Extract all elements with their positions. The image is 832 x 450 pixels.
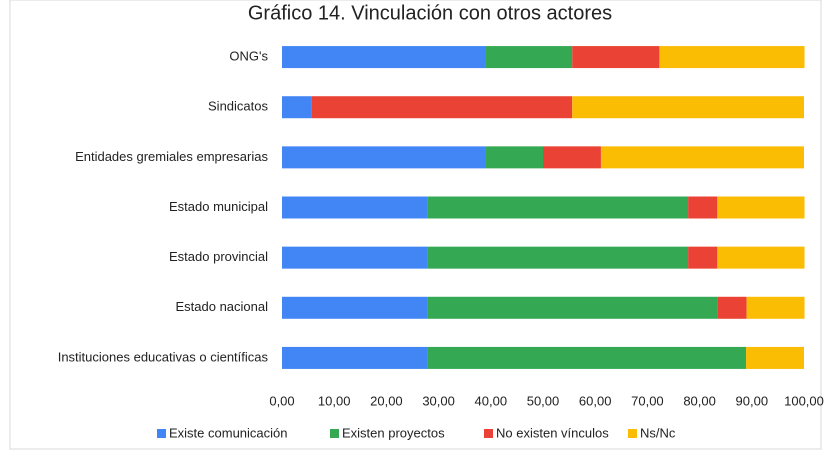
legend-swatch	[484, 429, 493, 438]
bar-segment	[485, 146, 543, 169]
bar-segment	[600, 146, 804, 169]
y-tick-label: Instituciones educativas o científicas	[58, 349, 269, 364]
bar-segment	[717, 196, 805, 219]
legend-swatch	[628, 429, 637, 438]
bar-segment	[427, 196, 689, 219]
bar-segment	[659, 46, 805, 69]
chart-title: Gráfico 14. Vinculación con otros actore…	[248, 2, 612, 24]
x-tick-label: 50,00	[527, 393, 560, 408]
bar-segment	[282, 296, 428, 319]
bar-segment	[282, 246, 428, 269]
x-tick-label: 80,00	[683, 393, 716, 408]
bar-segment	[572, 46, 660, 69]
bar-segment	[746, 346, 804, 369]
bar-segment	[427, 346, 747, 369]
bar-segment	[282, 46, 486, 69]
legend-label: Existen proyectos	[342, 425, 445, 440]
x-tick-label: 70,00	[631, 393, 664, 408]
bar-segment	[688, 246, 718, 269]
chart-frame	[9, 0, 822, 450]
bar-segment	[717, 246, 805, 269]
bar-segment	[688, 196, 718, 219]
bar-segment	[311, 96, 573, 119]
y-tick-label: Estado nacional	[175, 299, 268, 314]
x-tick-label: 100,00	[784, 393, 824, 408]
legend-label: Existe comunicación	[169, 425, 288, 440]
x-tick-label: 90,00	[736, 393, 769, 408]
legend-swatch	[157, 429, 166, 438]
x-tick-label: 10,00	[318, 393, 351, 408]
bar-segment	[543, 146, 601, 169]
bar-segment	[572, 96, 804, 119]
bar-segment	[282, 196, 428, 219]
y-tick-label: Estado municipal	[169, 199, 268, 214]
x-tick-label: 30,00	[422, 393, 455, 408]
bar-segment	[485, 46, 573, 69]
legend-label: Ns/Nc	[640, 425, 676, 440]
x-tick-label: 20,00	[370, 393, 403, 408]
x-tick-label: 60,00	[579, 393, 612, 408]
x-tick-label: 0,00	[269, 393, 294, 408]
y-tick-label: Sindicatos	[208, 99, 268, 114]
bar-segment	[427, 296, 718, 319]
x-tick-label: 40,00	[475, 393, 508, 408]
bar-segment	[427, 246, 689, 269]
bar-segment	[282, 96, 312, 119]
legend-label: No existen vínculos	[496, 425, 609, 440]
bar-segment	[717, 296, 747, 319]
bar-segment	[746, 296, 805, 319]
y-tick-label: ONG's	[229, 49, 268, 64]
bar-segment	[282, 346, 428, 369]
bar-segment	[282, 146, 486, 169]
y-tick-label: Estado provincial	[169, 249, 268, 264]
y-tick-label: Entidades gremiales empresarias	[75, 149, 268, 164]
legend-swatch	[330, 429, 339, 438]
